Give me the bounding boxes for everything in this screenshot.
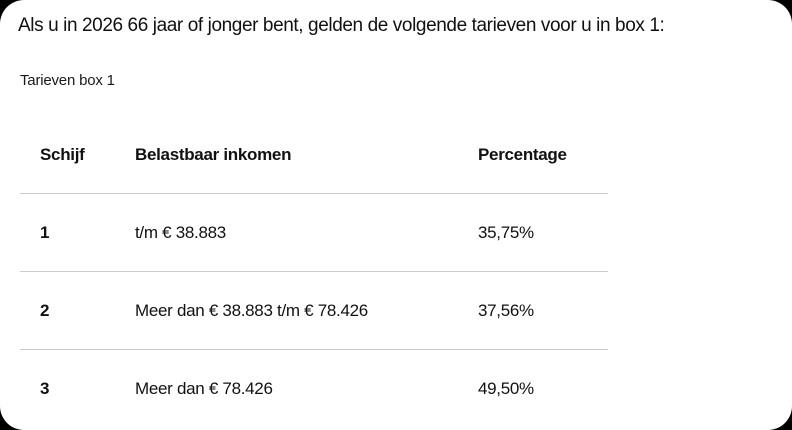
cell-percentage: 49,50% [478, 378, 534, 398]
cell-schijf: 3 [40, 378, 50, 398]
cell-percentage: 37,56% [478, 300, 534, 320]
table-header-row: Schijf Belastbaar inkomen Percentage [20, 116, 608, 194]
tax-rate-table: Schijf Belastbaar inkomen Percentage 1 t… [20, 116, 608, 427]
table-row: 1 t/m € 38.883 35,75% [20, 194, 608, 272]
column-header-schijf: Schijf [40, 144, 85, 164]
cell-belastbaar-inkomen: Meer dan € 78.426 [135, 378, 273, 398]
cell-schijf: 1 [40, 222, 50, 242]
cell-belastbaar-inkomen: t/m € 38.883 [135, 222, 226, 242]
table-row: 2 Meer dan € 38.883 t/m € 78.426 37,56% [20, 272, 608, 350]
cell-schijf: 2 [40, 300, 50, 320]
column-header-percentage: Percentage [478, 144, 567, 164]
column-header-belastbaar-inkomen: Belastbaar inkomen [135, 144, 292, 164]
cell-percentage: 35,75% [478, 222, 534, 242]
cell-belastbaar-inkomen: Meer dan € 38.883 t/m € 78.426 [135, 300, 368, 320]
table-caption: Tarieven box 1 [20, 72, 115, 89]
table-row: 3 Meer dan € 78.426 49,50% [20, 350, 608, 427]
intro-text: Als u in 2026 66 jaar of jonger bent, ge… [18, 15, 665, 36]
